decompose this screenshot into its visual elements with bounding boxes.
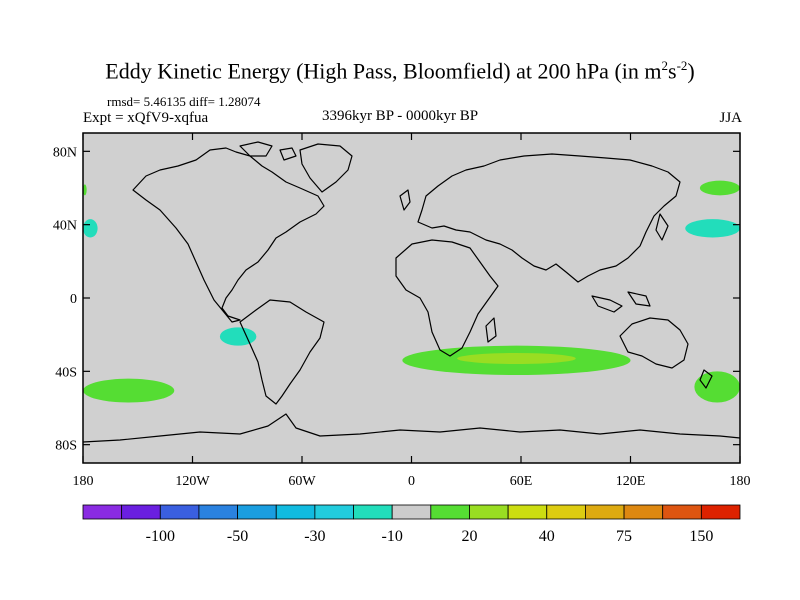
anomaly-south-pacific-positive-east xyxy=(694,371,740,403)
anomaly-layer xyxy=(83,180,740,403)
anomaly-north-pacific-positive-west xyxy=(83,184,87,196)
colorbar: -100 -50 -30 -10 20 40 75 150 xyxy=(82,504,741,545)
colorbar-swatch xyxy=(159,504,200,520)
colorbar-swatch xyxy=(314,504,354,520)
lat-tick-label: 80S xyxy=(55,439,77,454)
colorbar-swatch xyxy=(430,504,470,520)
lon-tick-label: 0 xyxy=(408,474,415,489)
lon-tick-label: 60W xyxy=(288,474,316,489)
coast-madagascar xyxy=(485,317,497,343)
colorbar-swatch xyxy=(275,504,316,520)
map-background xyxy=(83,133,740,463)
lat-tick-label: 80N xyxy=(53,145,77,160)
coast-australia xyxy=(619,317,689,369)
coast-new-zealand xyxy=(699,369,713,389)
lat-tick-label: 0 xyxy=(70,292,77,307)
period-subtitle: 3396kyr BP - 0000kyr BP xyxy=(321,108,479,124)
colorbar-label: 75 xyxy=(616,528,632,545)
coast-japan xyxy=(655,213,669,241)
colorbar-swatch xyxy=(353,504,393,520)
anomaly-south-pacific-positive-west xyxy=(83,378,175,403)
coast-eurasia xyxy=(417,153,681,283)
anomaly-north-pacific-negative xyxy=(685,219,740,238)
anomaly-north-pacific-negative-west xyxy=(83,219,98,238)
colorbar-swatch xyxy=(469,504,509,520)
colorbar-label: 150 xyxy=(689,528,713,545)
colorbar-label: -10 xyxy=(382,528,403,545)
colorbar-swatch xyxy=(391,504,432,520)
coast-britain xyxy=(399,189,411,211)
lon-tick-label: 120E xyxy=(616,474,646,489)
coast-greenland xyxy=(299,143,353,193)
colorbar-swatch xyxy=(662,504,702,520)
colorbar-label: -30 xyxy=(304,528,325,545)
colorbar-swatch xyxy=(237,504,277,520)
season-subtitle: JJA xyxy=(719,110,742,126)
colorbar-label: 40 xyxy=(539,528,555,545)
colorbar-swatch xyxy=(585,504,625,520)
lat-tick-label: 40S xyxy=(55,365,77,380)
plot-title: Eddy Kinetic Energy (High Pass, Bloomfie… xyxy=(105,58,695,84)
lon-tick-label: 120W xyxy=(175,474,210,489)
anomaly-north-pacific-positive xyxy=(699,180,740,196)
lat-tick-label: 40N xyxy=(53,219,77,234)
coast-indonesia xyxy=(591,291,651,313)
anomaly-south-pacific-negative xyxy=(219,327,257,346)
colorbar-label: -50 xyxy=(227,528,248,545)
lon-tick-label: 180 xyxy=(730,474,751,489)
latitude-ticks: 80N 40N 0 40S 80S xyxy=(53,145,740,454)
colorbar-swatch xyxy=(700,504,741,520)
coast-africa xyxy=(395,239,499,357)
experiment-subtitle: Expt = xQfV9-xqfua xyxy=(83,110,209,126)
stats-subtitle: rmsd= 5.46135 diff= 1.28074 xyxy=(107,94,261,109)
colorbar-swatch xyxy=(507,504,548,520)
lon-tick-label: 180 xyxy=(73,474,94,489)
colorbar-swatch xyxy=(198,504,238,520)
lon-tick-label: 60E xyxy=(510,474,533,489)
colorbar-label: 20 xyxy=(461,528,477,545)
longitude-ticks: 180 120W 60W 0 60E 120E 180 xyxy=(73,133,751,489)
colorbar-swatch xyxy=(121,504,161,520)
colorbar-swatch xyxy=(623,504,664,520)
coast-south-america xyxy=(239,299,325,405)
coast-antarctica xyxy=(82,413,741,443)
anomaly-southern-ocean-positive-core xyxy=(457,353,576,364)
colorbar-swatch xyxy=(82,504,123,520)
coast-north-america xyxy=(132,147,325,323)
coast-canadian-islands xyxy=(239,141,297,161)
colorbar-swatch xyxy=(546,504,586,520)
coastlines xyxy=(82,141,741,443)
colorbar-label: -100 xyxy=(146,528,175,545)
